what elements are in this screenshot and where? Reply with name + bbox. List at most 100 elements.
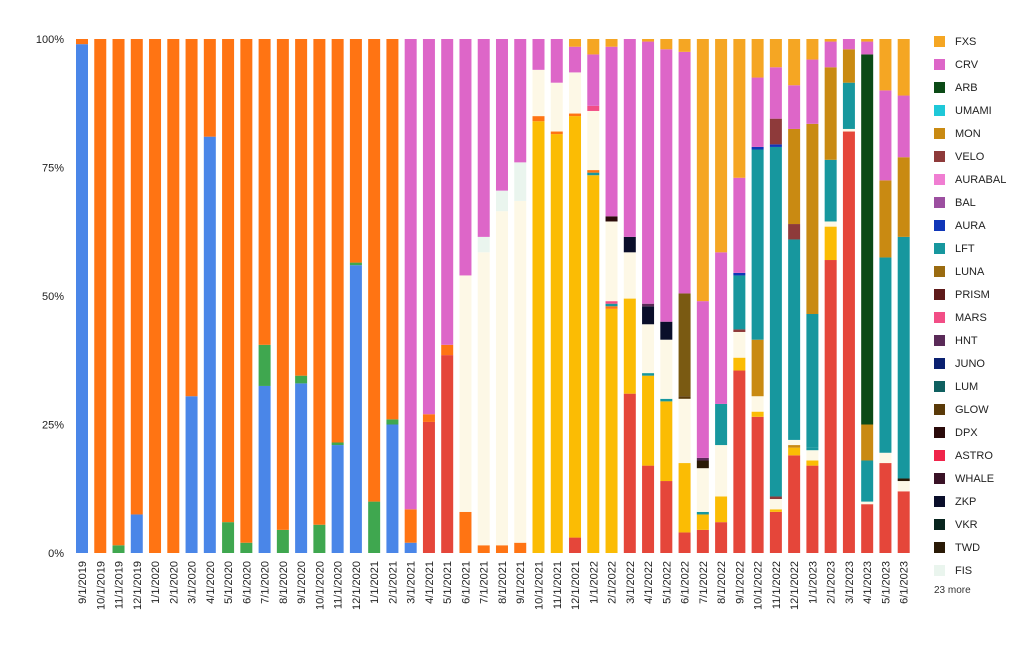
bar-segment-yellow[interactable]: [532, 121, 545, 554]
bar-stack[interactable]: [386, 39, 399, 553]
bar-stack[interactable]: [258, 39, 271, 553]
bar-segment-hnt[interactable]: [696, 457, 709, 461]
bar-segment-crv[interactable]: [788, 85, 801, 129]
bar-segment-fxs[interactable]: [569, 39, 582, 47]
bar-segment-yellow[interactable]: [715, 496, 728, 523]
bar-stack[interactable]: [368, 39, 381, 553]
bar-segment-crv[interactable]: [514, 39, 527, 163]
bar-stack[interactable]: [715, 39, 728, 553]
bar-segment-yellow[interactable]: [769, 509, 782, 512]
legend-item-aurabal[interactable]: AURABAL: [934, 168, 1034, 191]
bar-segment-cream[interactable]: [788, 439, 801, 446]
bar-stack[interactable]: [112, 39, 125, 553]
bar-stack[interactable]: [477, 39, 490, 553]
bar-stack[interactable]: [733, 39, 746, 553]
bar-segment-cream[interactable]: [642, 324, 655, 374]
bar-segment-red[interactable]: [678, 532, 691, 553]
bar-segment-yellow[interactable]: [678, 463, 691, 533]
bar-segment-crv[interactable]: [422, 39, 435, 415]
bar-segment-mon[interactable]: [824, 67, 837, 160]
bar-stack[interactable]: [897, 39, 910, 553]
bar-segment-mon[interactable]: [842, 49, 855, 83]
bar-stack[interactable]: [769, 39, 782, 553]
bar-segment-cream[interactable]: [769, 499, 782, 510]
bar-segment-red[interactable]: [422, 421, 435, 553]
bar-segment-crv[interactable]: [569, 46, 582, 73]
legend-item-lum[interactable]: LUM: [934, 375, 1034, 398]
bar-segment-cream[interactable]: [696, 468, 709, 512]
legend-item-prism[interactable]: PRISM: [934, 283, 1034, 306]
bar-segment-cream[interactable]: [879, 452, 892, 464]
bar-stack[interactable]: [824, 39, 837, 553]
bar-segment-red[interactable]: [879, 463, 892, 553]
bar-stack[interactable]: [185, 39, 198, 553]
bar-segment-lft[interactable]: [879, 257, 892, 453]
bar-segment-crv[interactable]: [769, 67, 782, 119]
bar-segment-crv[interactable]: [715, 252, 728, 404]
legend-item-vkr[interactable]: VKR: [934, 513, 1034, 536]
bar-segment-twd[interactable]: [696, 460, 709, 469]
bar-segment-cream[interactable]: [623, 252, 636, 299]
bar-segment-mars[interactable]: [587, 105, 600, 111]
bar-segment-blue[interactable]: [76, 44, 88, 553]
bar-segment-orange[interactable]: [295, 39, 308, 376]
bar-stack[interactable]: [569, 39, 582, 553]
bar-segment-crv[interactable]: [623, 39, 636, 237]
bar-segment-aura[interactable]: [769, 144, 782, 147]
bar-segment-mon[interactable]: [861, 424, 874, 461]
bar-stack[interactable]: [532, 39, 545, 554]
bar-stack[interactable]: [550, 39, 563, 553]
bar-segment-cream[interactable]: [477, 252, 490, 546]
bar-segment-yellow[interactable]: [696, 514, 709, 530]
bar-segment-green[interactable]: [112, 545, 125, 553]
bar-segment-crv[interactable]: [751, 77, 764, 147]
bar-segment-orange[interactable]: [477, 545, 490, 553]
bar-segment-fxs[interactable]: [605, 39, 618, 47]
bar-segment-orange[interactable]: [514, 542, 527, 553]
bar-segment-velo[interactable]: [769, 118, 782, 145]
bar-segment-lft[interactable]: [861, 460, 874, 502]
bar-segment-red[interactable]: [824, 260, 837, 553]
bar-segment-red[interactable]: [751, 416, 764, 553]
bar-segment-crv[interactable]: [806, 59, 819, 124]
legend-item-umami[interactable]: UMAMI: [934, 99, 1034, 122]
bar-segment-fxs[interactable]: [861, 39, 874, 42]
bar-segment-cream[interactable]: [514, 200, 527, 543]
bar-segment-fxs[interactable]: [897, 39, 910, 96]
bar-segment-fxs[interactable]: [788, 39, 801, 86]
legend-item-zkp[interactable]: ZKP: [934, 490, 1034, 513]
legend-item-glow[interactable]: GLOW: [934, 398, 1034, 421]
bar-segment-red[interactable]: [569, 537, 582, 553]
bar-segment-fxs[interactable]: [715, 39, 728, 253]
bar-segment-crv[interactable]: [824, 41, 837, 68]
bar-segment-lft[interactable]: [642, 373, 655, 376]
bar-segment-orange[interactable]: [112, 39, 125, 546]
bar-segment-green[interactable]: [240, 542, 253, 553]
bar-stack[interactable]: [167, 39, 180, 553]
bar-segment-yellow[interactable]: [751, 411, 764, 417]
bar-segment-yellow[interactable]: [587, 175, 600, 553]
bar-stack[interactable]: [149, 39, 162, 553]
bar-segment-red[interactable]: [842, 131, 855, 553]
bar-segment-orange[interactable]: [167, 39, 180, 553]
bar-segment-red[interactable]: [715, 522, 728, 553]
bar-segment-cream[interactable]: [459, 275, 472, 512]
bar-stack[interactable]: [76, 39, 88, 553]
bar-segment-blue[interactable]: [295, 383, 308, 553]
bar-segment-lft[interactable]: [788, 239, 801, 440]
bar-segment-fxs[interactable]: [733, 39, 746, 178]
bar-segment-fxs[interactable]: [769, 39, 782, 68]
bar-stack[interactable]: [295, 39, 308, 553]
bar-segment-lft[interactable]: [733, 275, 746, 330]
bar-stack[interactable]: [605, 39, 618, 553]
bar-stack[interactable]: [349, 39, 362, 553]
bar-segment-mars[interactable]: [605, 301, 618, 304]
bar-segment-lft[interactable]: [660, 398, 673, 402]
bar-segment-blue[interactable]: [349, 265, 362, 553]
bar-segment-blue[interactable]: [130, 514, 143, 553]
bar-segment-lft[interactable]: [806, 447, 819, 451]
bar-segment-cream[interactable]: [806, 450, 819, 461]
bar-segment-orange[interactable]: [203, 39, 216, 137]
legend-item-lft[interactable]: LFT: [934, 237, 1034, 260]
bar-segment-orange[interactable]: [459, 511, 472, 553]
